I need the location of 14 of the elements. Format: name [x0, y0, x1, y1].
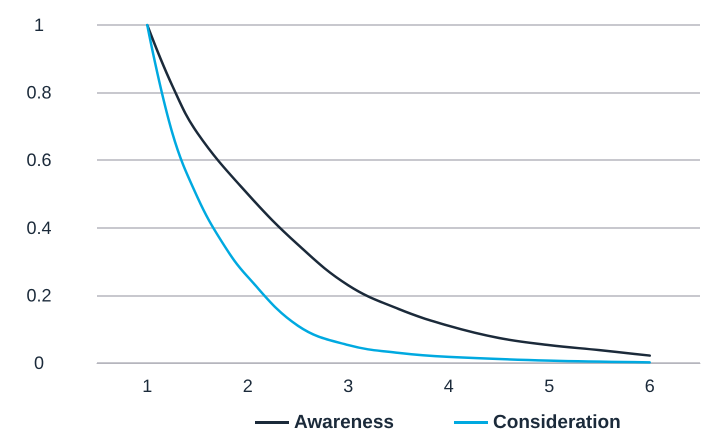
- x-tick-label: 6: [644, 376, 655, 396]
- x-tick-label: 3: [343, 376, 354, 396]
- legend-label: Awareness: [294, 412, 394, 433]
- y-tick-label: 0.2: [26, 285, 52, 306]
- y-tick-label: 0.4: [26, 218, 52, 238]
- y-tick-label: 0.8: [26, 82, 52, 103]
- x-tick-label: 4: [444, 376, 454, 396]
- x-tick-label: 5: [544, 376, 554, 396]
- y-tick-label: 0.6: [26, 150, 52, 170]
- y-tick-label: 0: [34, 353, 44, 373]
- x-tick-label: 2: [242, 376, 253, 396]
- y-tick-label: 1: [34, 15, 44, 35]
- x-tick-label: 1: [142, 376, 152, 396]
- legend-label: Consideration: [492, 412, 621, 433]
